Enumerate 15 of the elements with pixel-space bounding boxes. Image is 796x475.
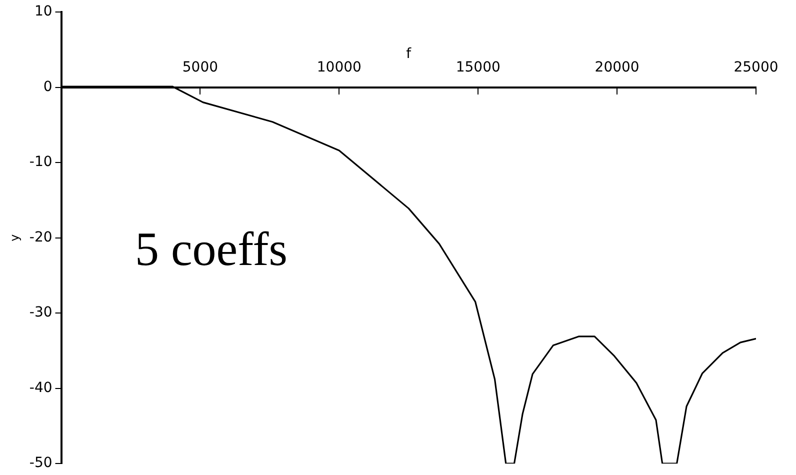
- y-tick-label: 10: [34, 4, 52, 20]
- y-tick-label: -20: [29, 229, 52, 246]
- annotation: 5 coeffs: [135, 223, 288, 276]
- y-tick-label: -40: [29, 380, 52, 396]
- y-axis-title: y: [7, 234, 22, 242]
- y-tick-label: -10: [29, 154, 52, 170]
- y-tick-label: -30: [29, 304, 52, 321]
- x-tick-label: 25000: [734, 59, 778, 76]
- y-tick-label: -50: [29, 455, 52, 472]
- y-tick-label: 0: [43, 78, 52, 95]
- x-tick-label: 20000: [594, 59, 640, 76]
- x-tick-label: 15000: [456, 59, 500, 76]
- x-tick-label: 5000: [182, 59, 218, 76]
- x-tick-label: 10000: [316, 59, 362, 76]
- x-axis-title: f: [406, 46, 412, 62]
